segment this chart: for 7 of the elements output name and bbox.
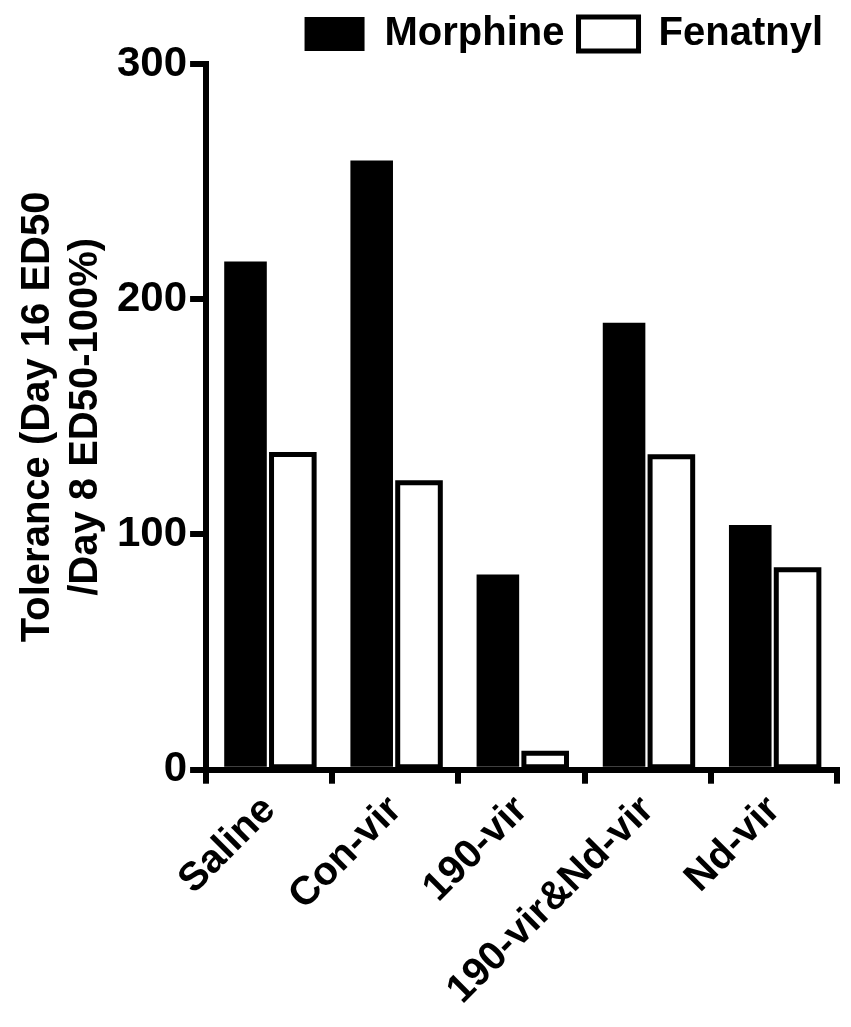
legend-label: Morphine xyxy=(384,9,565,54)
legend-label: Fenatnyl xyxy=(658,9,824,54)
y-tick-label: 300 xyxy=(117,37,188,85)
y-tick-label: 200 xyxy=(117,272,188,320)
y-axis-title: Tolerance (Day 16 ED50 /Day 8 ED50-100%) xyxy=(13,191,106,643)
y-tick-label: 0 xyxy=(163,743,188,791)
y-tick-label: 100 xyxy=(117,508,188,556)
